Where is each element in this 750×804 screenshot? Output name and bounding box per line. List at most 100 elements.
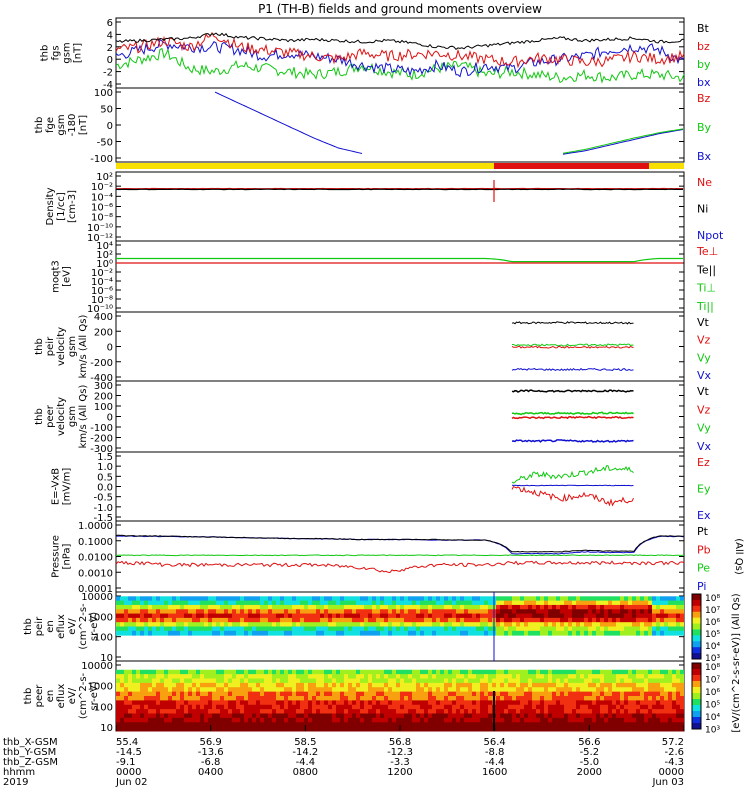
spec-cell xyxy=(152,687,156,692)
spec-cell xyxy=(464,609,468,614)
spec-cell xyxy=(564,709,568,714)
spec-cell xyxy=(248,622,252,627)
spec-cell xyxy=(352,700,356,705)
spec-cell xyxy=(656,601,660,606)
spec-cell xyxy=(540,596,544,601)
spec-cell xyxy=(536,631,540,636)
spec-cell xyxy=(472,674,476,679)
spec-cell xyxy=(316,696,320,701)
spec-cell xyxy=(128,622,132,627)
spec-cell xyxy=(308,705,312,710)
colorbar-cell xyxy=(692,687,701,694)
spec-cell xyxy=(588,727,592,732)
spec-cell xyxy=(132,605,136,610)
spec-cell xyxy=(488,601,492,606)
spec-cell xyxy=(616,627,620,632)
spec-cell xyxy=(584,601,588,606)
legend-Bt: Bt xyxy=(697,22,710,35)
spec-cell xyxy=(156,687,160,692)
spec-cell xyxy=(356,722,360,727)
spec-cell xyxy=(172,687,176,692)
spec-cell xyxy=(580,687,584,692)
spec-cell xyxy=(392,727,396,732)
spec-cell xyxy=(180,700,184,705)
y-axis-label: Pressure xyxy=(51,535,62,578)
spec-cell xyxy=(316,722,320,727)
spec-cell xyxy=(664,674,668,679)
spec-cell xyxy=(216,683,220,688)
spec-cell xyxy=(332,718,336,723)
spec-cell xyxy=(432,618,436,623)
spec-cell xyxy=(172,722,176,727)
spec-cell xyxy=(136,674,140,679)
spec-cell xyxy=(276,709,280,714)
spec-cell xyxy=(528,596,532,601)
spec-cell xyxy=(200,622,204,627)
spec-cell xyxy=(584,718,588,723)
spec-cell xyxy=(608,614,612,619)
spec-cell xyxy=(224,601,228,606)
spec-cell xyxy=(632,670,636,675)
spec-cell xyxy=(408,727,412,732)
spec-cell xyxy=(452,670,456,675)
spec-cell xyxy=(668,596,672,601)
spec-cell xyxy=(256,722,260,727)
spec-cell xyxy=(192,722,196,727)
spec-cell xyxy=(116,674,120,679)
spec-cell xyxy=(176,618,180,623)
spec-cell xyxy=(560,622,564,627)
spec-cell xyxy=(240,618,244,623)
spec-cell xyxy=(320,727,324,732)
spec-cell xyxy=(672,696,676,701)
spec-cell xyxy=(180,687,184,692)
spec-cell xyxy=(572,622,576,627)
spec-cell xyxy=(444,674,448,679)
spec-cell xyxy=(284,718,288,723)
spec-cell xyxy=(204,722,208,727)
spec-cell xyxy=(260,700,264,705)
spec-cell xyxy=(580,609,584,614)
spec-cell xyxy=(240,722,244,727)
spec-cell xyxy=(180,609,184,614)
spec-cell xyxy=(568,622,572,627)
spec-cell xyxy=(192,674,196,679)
spec-cell xyxy=(536,700,540,705)
spec-cell xyxy=(496,670,500,675)
spec-cell xyxy=(252,696,256,701)
spec-cell xyxy=(376,692,380,697)
spec-cell xyxy=(304,627,308,632)
spec-cell xyxy=(372,609,376,614)
spec-cell xyxy=(416,622,420,627)
spec-cell xyxy=(332,714,336,719)
spec-cell xyxy=(360,700,364,705)
spec-cell xyxy=(524,601,528,606)
spec-cell xyxy=(616,614,620,619)
spec-cell xyxy=(592,696,596,701)
spec-cell xyxy=(208,700,212,705)
spec-cell xyxy=(140,601,144,606)
spec-cell xyxy=(284,696,288,701)
spec-cell xyxy=(552,674,556,679)
spec-cell xyxy=(620,596,624,601)
spec-cell xyxy=(508,705,512,710)
spec-cell xyxy=(536,614,540,619)
spec-cell xyxy=(504,605,508,610)
spec-cell xyxy=(568,670,572,675)
spec-cell xyxy=(380,596,384,601)
spec-cell xyxy=(180,692,184,697)
spec-cell xyxy=(128,722,132,727)
spec-cell xyxy=(528,614,532,619)
spec-cell xyxy=(192,700,196,705)
spec-cell xyxy=(336,709,340,714)
spec-cell xyxy=(496,601,500,606)
spec-cell xyxy=(592,609,596,614)
spec-cell xyxy=(588,670,592,675)
spec-cell xyxy=(568,596,572,601)
spec-cell xyxy=(480,705,484,710)
spec-cell xyxy=(392,670,396,675)
spec-cell xyxy=(480,709,484,714)
spec-cell xyxy=(440,618,444,623)
spec-cell xyxy=(356,700,360,705)
spec-cell xyxy=(336,609,340,614)
spec-cell xyxy=(124,631,128,636)
